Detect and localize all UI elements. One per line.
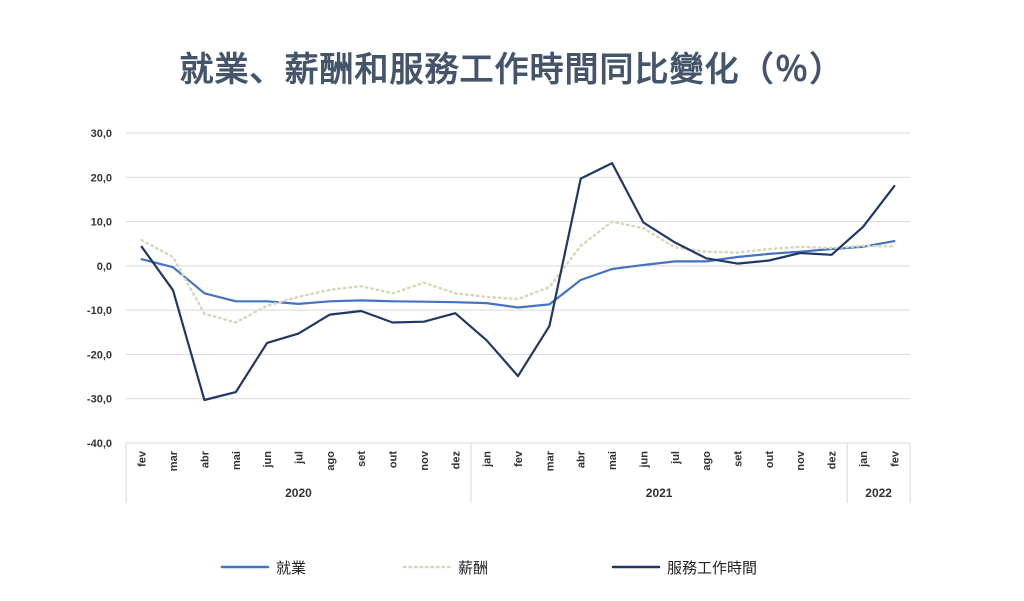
- x-tick-label: out: [764, 451, 776, 468]
- year-label: 2021: [646, 486, 673, 500]
- x-tick-label: set: [356, 451, 368, 467]
- legend-label: 服務工作時間: [667, 559, 757, 577]
- x-axis: fev mar abr mai jun jul ago set out nov dez jan fev m…: [125, 443, 911, 503]
- x-tick-label: jul: [670, 451, 682, 465]
- series-lines: [140, 162, 896, 402]
- x-tick-label: jun: [262, 451, 274, 469]
- series-line: [140, 240, 896, 309]
- x-tick-label: dez: [827, 451, 839, 470]
- x-tick-label: mai: [607, 451, 619, 470]
- x-tick-label: fev: [137, 450, 149, 467]
- x-tick-label: out: [388, 451, 400, 468]
- y-tick-label: 20,0: [91, 172, 112, 184]
- x-tick-label: mar: [544, 450, 556, 471]
- x-tick-label: nov: [795, 450, 807, 470]
- x-tick-label: mai: [231, 451, 243, 470]
- x-tick-label: jun: [638, 451, 650, 469]
- y-tick-label: -30,0: [87, 394, 112, 406]
- x-tick-label: mar: [168, 450, 180, 471]
- legend-label: 就業: [276, 559, 306, 577]
- chart-title: 就業、薪酬和服務工作時間同比變化（％）: [179, 50, 845, 90]
- y-tick-label: -40,0: [87, 438, 112, 450]
- legend-label: 薪酬: [458, 559, 488, 577]
- legend: 就業 薪酬 服務工作時間: [220, 559, 757, 577]
- x-tick-label: nov: [419, 450, 431, 470]
- x-tick-label: fev: [513, 450, 525, 467]
- y-tick-label: 0,0: [97, 261, 112, 273]
- y-tick-label: -10,0: [87, 305, 112, 317]
- x-tick-label: dez: [450, 451, 462, 470]
- x-tick-label: jan: [482, 451, 494, 468]
- series-line: [140, 220, 896, 324]
- x-tick-label: jan: [858, 451, 870, 468]
- year-label: 2022: [865, 486, 892, 500]
- x-tick-label: fev: [889, 450, 901, 467]
- year-label: 2020: [285, 486, 312, 500]
- grid-lines: [126, 132, 910, 444]
- x-tick-label: ago: [701, 451, 713, 471]
- y-tick-label: 30,0: [91, 128, 112, 140]
- y-tick-label: -20,0: [87, 349, 112, 361]
- x-tick-label: ago: [325, 451, 337, 471]
- x-tick-label: set: [733, 451, 745, 467]
- x-tick-label: jul: [293, 451, 305, 465]
- x-tick-label: abr: [199, 450, 211, 468]
- series-line: [140, 162, 896, 402]
- x-tick-label: abr: [576, 450, 588, 468]
- y-tick-label: 10,0: [91, 217, 112, 229]
- y-axis: 30,0 20,0 10,0 0,0 -10,0 -20,0 -30,0 -40,0: [87, 128, 112, 450]
